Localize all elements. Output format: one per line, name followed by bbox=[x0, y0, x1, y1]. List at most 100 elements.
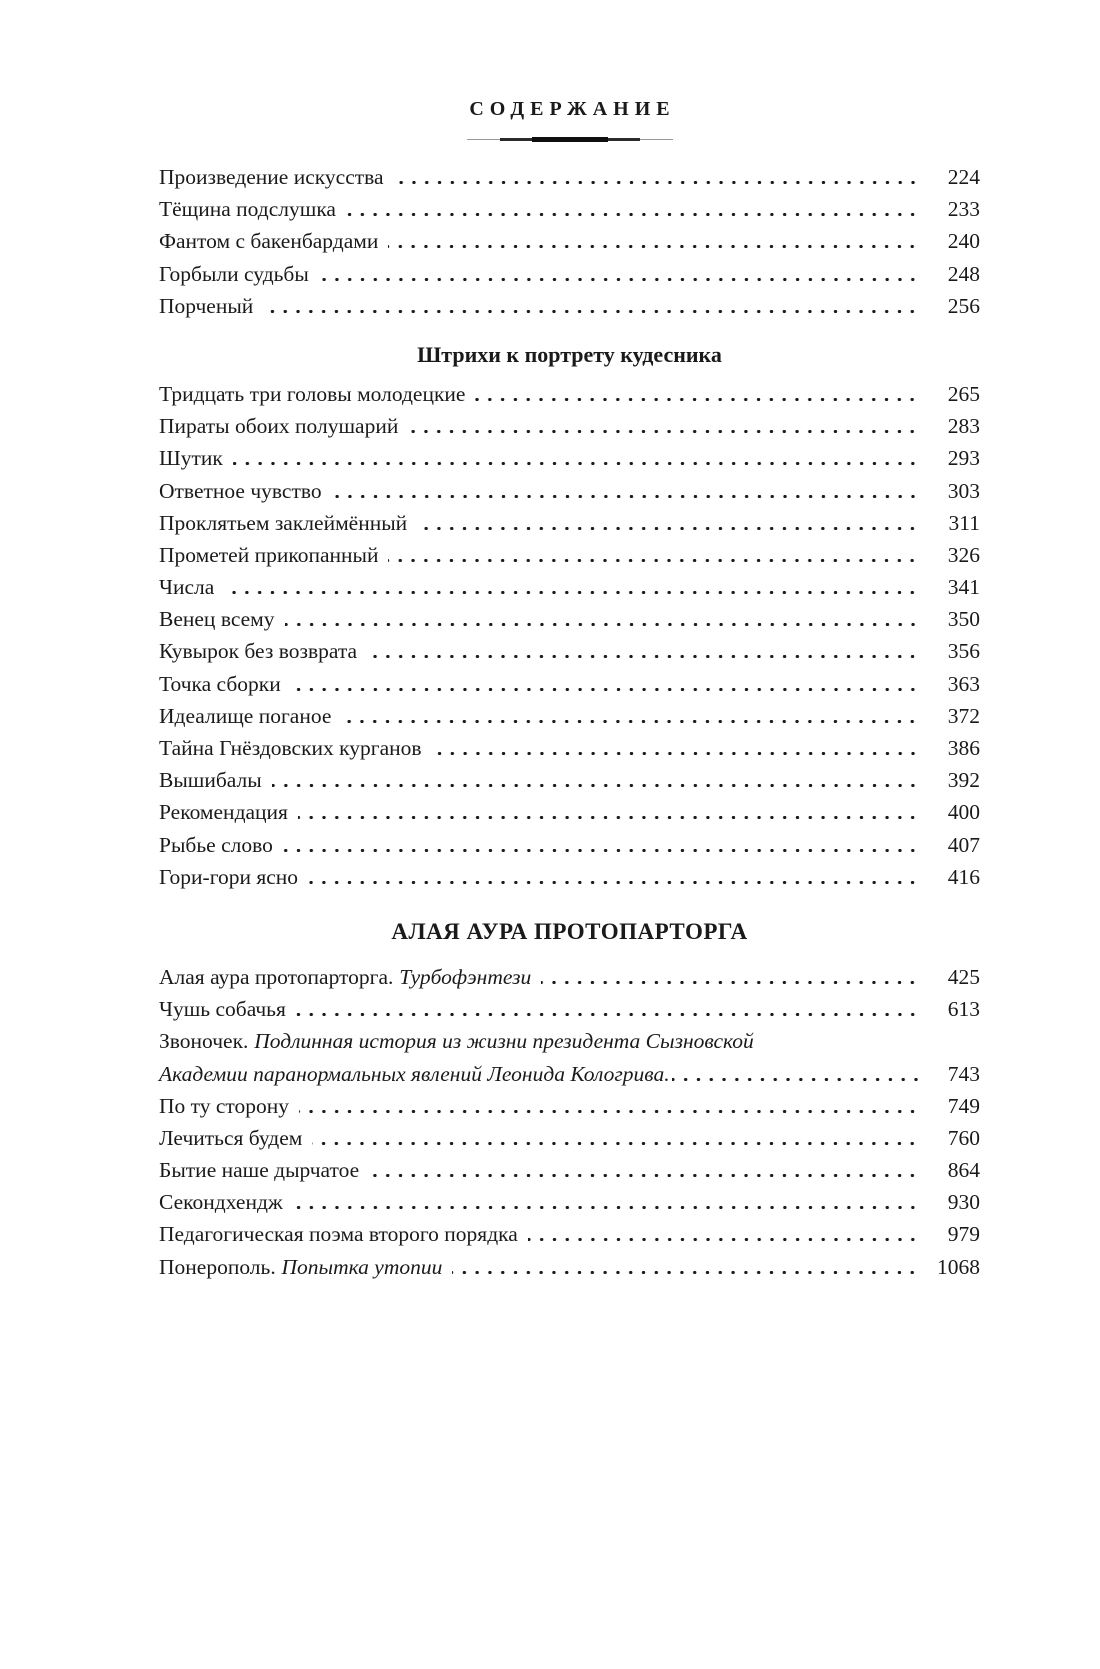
entry-title: Кувырок без возврата bbox=[159, 639, 357, 664]
entry-title: Произведение искусства bbox=[159, 165, 384, 190]
dot-leader bbox=[408, 430, 919, 434]
dot-leader bbox=[388, 245, 919, 249]
page-number: 265 bbox=[947, 381, 980, 406]
entry-title: Рекомендация bbox=[159, 800, 288, 825]
entry-title: Лечиться будем bbox=[159, 1126, 302, 1151]
entry-title-text: Гори-гори ясно bbox=[159, 864, 299, 889]
page-number: 341 bbox=[947, 575, 980, 600]
entry-title: Тридцать три головы молодецкие bbox=[159, 382, 465, 407]
toc-entry-continuation: Академии паранормальных явлений Леонида … bbox=[159, 1062, 980, 1094]
page-title: СОДЕРЖАНИЕ bbox=[469, 98, 676, 120]
entry-title: Горбыли судьбы bbox=[159, 262, 309, 287]
dot-leader bbox=[299, 1109, 919, 1113]
entry-title-text: Порченый bbox=[159, 293, 254, 318]
page-number: 224 bbox=[947, 165, 980, 189]
page-number: 760 bbox=[947, 1125, 980, 1150]
entry-title-text: Алая аура протопарторга. bbox=[159, 964, 394, 989]
page-number: 350 bbox=[947, 607, 980, 632]
toc-entry: Звоночек. Подлинная история из жизни през… bbox=[159, 1029, 980, 1061]
entry-title: Рыбье слово bbox=[159, 833, 273, 858]
dot-leader bbox=[417, 526, 919, 530]
entry-title-text: Звоночек. bbox=[159, 1029, 249, 1054]
entry-title: Точка сборки bbox=[159, 672, 281, 697]
entry-title: Гори-гори ясно bbox=[159, 865, 298, 890]
entry-subtitle-italic: Подлинная история из жизни президента Сы… bbox=[254, 1029, 754, 1054]
page-number: 407 bbox=[947, 832, 980, 857]
toc-entry: Чушь собачья 613 bbox=[159, 997, 980, 1029]
entry-title: Идеалище поганое bbox=[159, 704, 331, 729]
dot-leader bbox=[475, 397, 919, 401]
page-number: 293 bbox=[947, 446, 980, 471]
toc-section: Штрихи к портрету кудесника Тридцать три … bbox=[159, 340, 980, 897]
toc-entry: Педагогическая поэма второго порядка 979 bbox=[159, 1222, 980, 1254]
toc-section: Произведение искусства 224 Тёщина подслушк… bbox=[159, 165, 980, 326]
entry-title: Бытие наше дырчатое bbox=[159, 1158, 359, 1183]
page-number: 613 bbox=[947, 997, 980, 1022]
page-number: 425 bbox=[947, 964, 980, 989]
page-number: 392 bbox=[947, 768, 980, 793]
toc-entry: Гори-гори ясно 416 bbox=[159, 865, 980, 897]
entry-title: Порченый bbox=[159, 294, 253, 319]
entry-title-text: Понерополь. bbox=[159, 1254, 276, 1279]
entry-title-text: Проклятьем заклеймённый bbox=[159, 510, 408, 535]
toc-entry: Вышибалы 392 bbox=[159, 768, 980, 800]
entry-title-text: Педагогическая поэма второго порядка bbox=[159, 1222, 518, 1247]
entry-title-text: Тайна Гнёздовских курганов bbox=[159, 736, 422, 760]
entry-title-text: Тридцать три головы молодецкие bbox=[159, 381, 466, 406]
entry-subtitle-italic: Академии паранормальных явлений Леонида … bbox=[159, 1061, 670, 1086]
entry-title-text: Числа bbox=[159, 575, 215, 600]
page-number: 240 bbox=[947, 229, 980, 254]
toc-entry: Идеалище поганое 372 bbox=[159, 704, 980, 736]
entry-title: Проклятьем заклеймённый bbox=[159, 511, 407, 536]
page-number: 248 bbox=[947, 261, 980, 286]
toc-entry: Бытие наше дырчатое 864 bbox=[159, 1158, 980, 1190]
entry-title: Академии паранормальных явлений Леонида … bbox=[159, 1062, 670, 1087]
dot-leader bbox=[527, 1238, 919, 1242]
page-number: 930 bbox=[947, 1190, 980, 1215]
toc-entry: Произведение искусства 224 bbox=[159, 165, 980, 197]
page-number: 372 bbox=[947, 703, 980, 728]
entry-title: Фантом с бакенбардами bbox=[159, 229, 378, 254]
entry-title-text: Рекомендация bbox=[159, 800, 288, 825]
entry-title: Венец всему bbox=[159, 607, 275, 632]
dot-leader bbox=[541, 980, 919, 984]
entry-title-text: Пираты обоих полушарий bbox=[159, 414, 399, 439]
page-number: 283 bbox=[947, 414, 980, 439]
page-number: 311 bbox=[948, 510, 980, 535]
entry-title: Тёщина подслушка bbox=[159, 197, 336, 222]
entry-subtitle-italic: Турбофэнтези bbox=[399, 964, 532, 989]
toc-entry: Шутик 293 bbox=[159, 446, 980, 478]
toc-entry: Алая аура протопарторга. Турбофэнтези 425 bbox=[159, 965, 980, 997]
entry-title: По ту сторону bbox=[159, 1094, 289, 1119]
page-number: 363 bbox=[947, 671, 980, 696]
toc-entry: Рекомендация 400 bbox=[159, 800, 980, 832]
dot-leader bbox=[312, 1141, 919, 1145]
page-number: 386 bbox=[947, 736, 980, 760]
entry-title-text: Венец всему bbox=[159, 607, 275, 632]
entry-title: Ответное чувство bbox=[159, 479, 322, 504]
toc-entry: Тридцать три головы молодецкие 265 bbox=[159, 382, 980, 414]
page-number: 743 bbox=[947, 1061, 980, 1086]
dot-leader bbox=[331, 494, 919, 498]
entry-title-text: Рыбье слово bbox=[159, 832, 273, 857]
page-number: 979 bbox=[947, 1222, 980, 1247]
toc-entry: Лечиться будем 760 bbox=[159, 1126, 980, 1158]
toc-entry: Порченый 256 bbox=[159, 294, 980, 326]
title-divider-ornament bbox=[466, 136, 673, 143]
page-number: 416 bbox=[947, 864, 980, 889]
entry-title: Звоночек. Подлинная история из жизни през… bbox=[159, 1029, 754, 1054]
entry-title-text: Тёщина подслушка bbox=[159, 197, 336, 222]
entry-title: Алая аура протопарторга. Турбофэнтези bbox=[159, 965, 531, 990]
dot-leader bbox=[297, 816, 919, 820]
section-heading: Штрихи к портрету кудесника bbox=[417, 341, 722, 367]
entry-title: Тайна Гнёздовских курганов bbox=[159, 736, 422, 761]
entry-title-text: По ту сторону bbox=[159, 1093, 290, 1118]
page-number: 233 bbox=[947, 197, 980, 222]
dot-leader bbox=[369, 1174, 919, 1178]
entry-title-text: Лечиться будем bbox=[159, 1125, 303, 1150]
dot-leader bbox=[290, 687, 919, 691]
toc-entry: Секондхендж 930 bbox=[159, 1190, 980, 1222]
dot-leader bbox=[224, 591, 919, 595]
entry-title-text: Ответное чувство bbox=[159, 478, 322, 503]
entry-title-text: Бытие наше дырчатое bbox=[159, 1158, 360, 1183]
